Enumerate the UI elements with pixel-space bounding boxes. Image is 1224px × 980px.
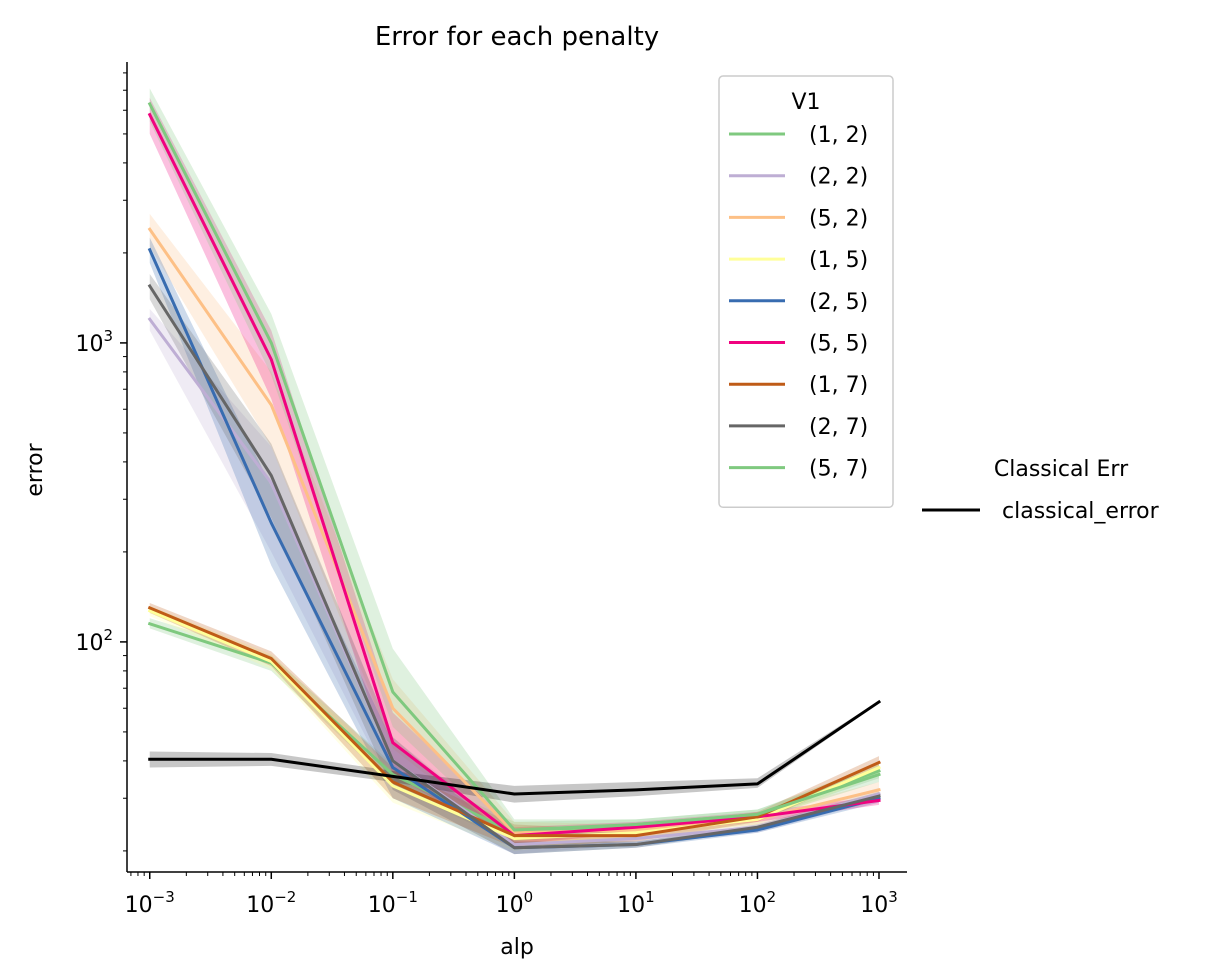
y-axis-label: error (23, 442, 48, 496)
axes: 10−3 10−2 10−1 100 101 102 103 102 103 (75, 62, 907, 918)
legend-label: (2, 5) (809, 290, 868, 315)
legend-label: (1, 7) (809, 373, 868, 398)
series-lines (147, 101, 882, 850)
x-tick-label: 103 (860, 888, 898, 918)
y-tick-label: 102 (75, 626, 113, 656)
legend-label: (5, 7) (809, 457, 868, 482)
series-line-9 (148, 699, 882, 796)
legend-frame (718, 75, 894, 509)
legend-label: (2, 2) (809, 165, 868, 190)
legend-label: (1, 2) (809, 123, 868, 148)
x-tick-label: 10−3 (125, 888, 175, 918)
legend-label: (1, 5) (809, 248, 868, 273)
series-line-3 (147, 608, 881, 841)
legend-label: classical_error (1002, 499, 1160, 524)
legend-label: (5, 5) (809, 332, 868, 357)
legend-classical-err: Classical Err classical_error (922, 457, 1160, 524)
x-tick-label: 100 (496, 888, 534, 918)
band-4 (149, 237, 879, 855)
band-9 (149, 700, 879, 803)
legend-title: Classical Err (994, 457, 1129, 482)
legend-label: (2, 7) (809, 415, 868, 440)
x-tick-label: 101 (617, 888, 655, 918)
legend-label: (5, 2) (809, 206, 868, 231)
x-tick-label: 102 (739, 888, 777, 918)
chart-title: Error for each penalty (375, 22, 659, 52)
x-tick-label: 10−2 (246, 888, 296, 918)
band-5 (149, 97, 879, 845)
band-1 (149, 308, 879, 855)
legend-title: V1 (791, 90, 820, 115)
y-tick-label: 103 (75, 327, 113, 357)
series-line-7 (147, 283, 881, 850)
series-line-8 (147, 101, 881, 832)
legend-v1: V1 (1, 2) (2, 2) (5, 2) (1, 5) (2, 5) (5, 5) (1… (718, 75, 894, 509)
series-line-6 (147, 605, 881, 838)
x-axis-label: alp (500, 935, 534, 960)
x-tick-label: 10−1 (368, 888, 418, 918)
band-7 (149, 274, 879, 855)
